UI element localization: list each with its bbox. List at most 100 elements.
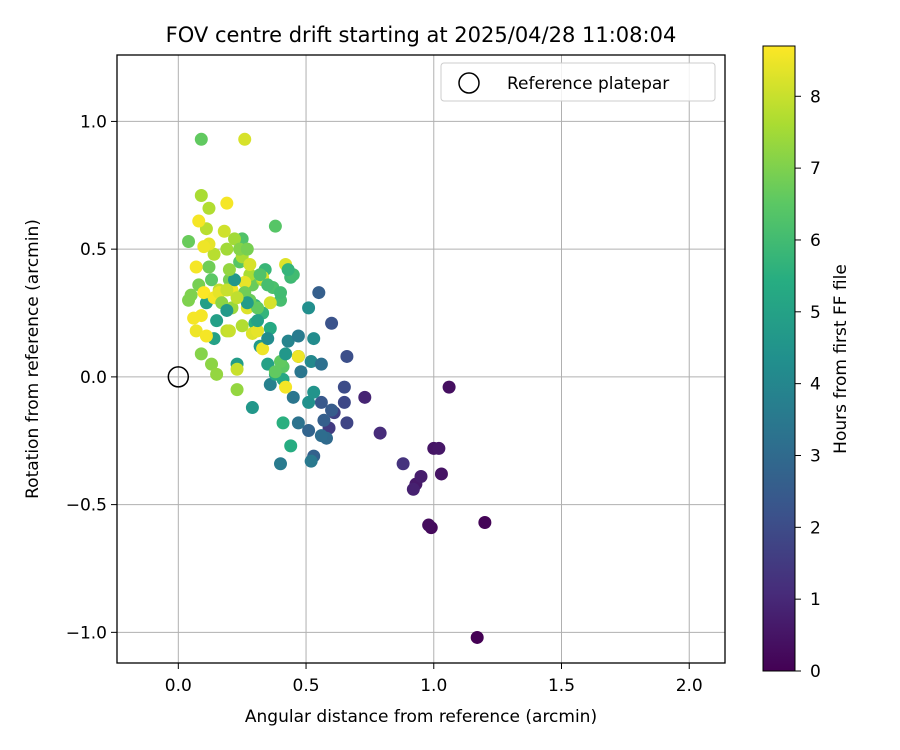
- scatter-point: [217, 224, 231, 238]
- scatter-point: [245, 401, 259, 415]
- scatter-point: [302, 301, 316, 315]
- colorbar-tick-label: 8: [810, 87, 821, 107]
- scatter-point: [273, 286, 287, 300]
- scatter-point: [337, 380, 351, 394]
- y-tick-label: −1.0: [66, 623, 107, 643]
- colorbar-tick-label: 3: [810, 446, 821, 466]
- scatter-point: [189, 260, 203, 274]
- scatter-point: [442, 380, 456, 394]
- scatter-point: [210, 314, 224, 328]
- scatter-point: [317, 413, 331, 427]
- scatter-point: [304, 355, 318, 369]
- scatter-point: [302, 424, 316, 438]
- x-tick-label: 1.5: [548, 676, 575, 696]
- y-axis-ticks: −1.0 −0.5 0.0 0.5 1.0: [66, 112, 117, 643]
- x-axis-ticks: 0.0 0.5 1.0 1.5 2.0: [165, 663, 703, 696]
- scatter-point: [432, 441, 446, 455]
- scatter-point: [251, 301, 265, 315]
- colorbar-ticks: 0 1 2 3 4 5 6 7 8: [795, 87, 821, 682]
- x-tick-label: 2.0: [676, 676, 703, 696]
- scatter-point: [238, 275, 252, 289]
- scatter-point: [230, 291, 244, 305]
- scatter-point: [202, 260, 216, 274]
- scatter-point: [220, 196, 234, 210]
- scatter-point: [373, 426, 387, 440]
- scatter-point: [199, 329, 213, 343]
- scatter-point: [286, 390, 300, 404]
- colorbar-tick-label: 7: [810, 159, 821, 179]
- scatter-point: [194, 189, 208, 203]
- scatter-point: [253, 268, 267, 282]
- colorbar-tick-label: 2: [810, 518, 821, 538]
- scatter-point: [291, 329, 305, 343]
- legend: Reference platepar: [440, 62, 716, 102]
- scatter-point: [268, 365, 282, 379]
- scatter-point: [284, 439, 298, 453]
- y-tick-label: 0.5: [80, 240, 107, 260]
- scatter-point: [192, 214, 206, 228]
- scatter-point: [358, 390, 372, 404]
- scatter-point: [228, 232, 242, 246]
- y-tick-label: 0.0: [80, 368, 107, 388]
- scatter-point: [240, 242, 254, 256]
- scatter-point: [194, 347, 208, 361]
- grid-lines: [117, 55, 725, 663]
- scatter-point: [294, 365, 308, 379]
- scatter-point: [314, 429, 328, 443]
- scatter-point: [251, 324, 265, 338]
- scatter-point: [207, 247, 221, 261]
- reference-platepar-marker: [167, 366, 190, 388]
- colorbar: 0 1 2 3 4 5 6 7 8 Hours from first FF file: [762, 45, 851, 682]
- legend-label: Reference platepar: [507, 74, 669, 94]
- scatter-point: [230, 383, 244, 397]
- reference-marker: [167, 366, 190, 388]
- scatter-point: [281, 263, 295, 277]
- scatter-point: [307, 332, 321, 346]
- scatter-point: [470, 630, 484, 644]
- colorbar-tick-label: 1: [810, 590, 821, 610]
- scatter-point: [228, 273, 242, 287]
- scatter-point: [291, 349, 305, 363]
- legend-box: [440, 62, 716, 102]
- plot-frame: [116, 54, 726, 664]
- x-tick-label: 1.0: [420, 676, 447, 696]
- chart-title: FOV centre drift starting at 2025/04/28 …: [166, 23, 677, 47]
- colorbar-tick-label: 6: [810, 231, 821, 251]
- scatter-point: [302, 395, 316, 409]
- scatter-point: [478, 515, 492, 529]
- scatter-point: [210, 367, 224, 381]
- scatter-point: [261, 332, 275, 346]
- scatter-point: [325, 316, 339, 330]
- scatter-point: [220, 303, 234, 317]
- scatter-point: [434, 467, 448, 481]
- scatter-point: [291, 416, 305, 430]
- scatter-point: [182, 293, 196, 307]
- scatter-point: [340, 349, 354, 363]
- scatter-point: [189, 324, 203, 338]
- scatter-point: [205, 357, 219, 371]
- x-tick-label: 0.5: [293, 676, 320, 696]
- scatter-point: [194, 309, 208, 323]
- scatter-point: [261, 278, 275, 292]
- scatter-point: [220, 283, 234, 297]
- y-tick-label: 1.0: [80, 112, 107, 132]
- scatter-point: [263, 321, 277, 335]
- scatter-point: [263, 378, 277, 392]
- scatter-point: [279, 347, 293, 361]
- x-axis-label: Angular distance from reference (arcmin): [245, 707, 597, 727]
- scatter-point: [194, 132, 208, 146]
- scatter-point: [422, 518, 436, 532]
- scatter-point: [337, 395, 351, 409]
- scatter-point: [256, 342, 270, 356]
- scatter-point: [406, 482, 420, 496]
- scatter-point: [205, 273, 219, 287]
- scatter-point: [314, 395, 328, 409]
- scatter-point: [222, 263, 236, 277]
- scatter-point: [251, 314, 265, 328]
- legend-open-circle-icon: [458, 72, 480, 94]
- scatter-point: [220, 242, 234, 256]
- scatter-point: [414, 470, 428, 484]
- scatter-point: [240, 296, 254, 310]
- scatter-point: [276, 416, 290, 430]
